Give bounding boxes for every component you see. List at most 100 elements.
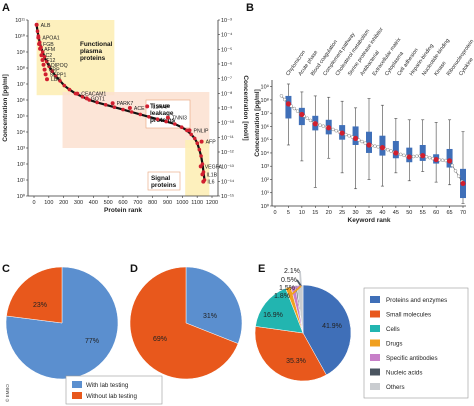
y-tick-label-right: 10⁻¹⁵ (221, 193, 234, 200)
pie-e-slice (254, 326, 327, 382)
y-tick-label-right: 10⁻⁴ (221, 32, 233, 39)
annotated-point (127, 106, 132, 110)
data-point (95, 100, 99, 105)
legend-cd-label-without: Without lab testing (86, 393, 137, 400)
legend-cd-swatch-with (72, 381, 82, 388)
protein-label: CRP (49, 68, 60, 74)
data-point (155, 117, 160, 121)
trend-point (331, 127, 335, 132)
trend-point (386, 148, 390, 152)
data-point (47, 64, 51, 69)
median-point (420, 153, 426, 159)
protein-label: IL6 (207, 180, 214, 186)
panel-label-a: A (2, 2, 10, 14)
x-tick-label: 600 (118, 200, 127, 206)
protein-label: F12 (47, 58, 56, 64)
box (352, 126, 359, 145)
protein-label: ADIPOQ (48, 63, 68, 69)
y-tick-label: 10⁵ (261, 137, 269, 144)
data-point (121, 107, 125, 112)
y-axis-label-left: Concentration [pg/ml] (2, 74, 9, 142)
legend-e-swatch (370, 325, 380, 332)
trend-point (373, 144, 377, 148)
x-tick-label: 400 (89, 200, 98, 206)
x-tick-label: 500 (104, 200, 113, 206)
x-tick-label: 0 (32, 200, 35, 206)
pie-d-slice (185, 266, 243, 344)
protein-label: AFM (44, 47, 55, 53)
y-tick-label-right: 10⁻¹¹ (221, 135, 234, 141)
y-tick-label: 10³ (261, 164, 269, 170)
x-tick-label: 55 (420, 210, 426, 216)
y-tick-label-left: 10² (17, 162, 25, 168)
legend-cd-frame (65, 375, 163, 405)
trend-point (440, 158, 445, 162)
median-point (460, 180, 466, 187)
x-tick-label: 1000 (176, 200, 188, 206)
y-tick-label-left: 10⁴ (17, 129, 26, 136)
trend-point (450, 163, 454, 168)
x-tick-label: 1100 (191, 200, 203, 206)
data-point (164, 119, 168, 124)
panel-label-c: C (2, 263, 10, 275)
legend-e-label: Small molecules (386, 312, 431, 319)
median-point (366, 142, 372, 148)
protein-label: PARK7 (117, 101, 134, 107)
trend-point (292, 106, 297, 111)
y-tick-label-left: 10⁹ (17, 49, 25, 56)
panel-c-chart: 77% 23% With lab testing Without lab testin… (5, 266, 163, 405)
y-tick-label: 10⁷ (261, 110, 269, 117)
legend-e-label: Drugs (386, 341, 403, 348)
region-0 (36, 20, 115, 96)
pie-e-slice (302, 284, 352, 376)
y-tick-label-left: 10⁷ (17, 81, 25, 88)
copyright-text: © EMBO (4, 384, 10, 402)
pie-c-label: 77% (85, 338, 99, 345)
panel-e-chart: 41.9% 35.3% 16.9% 2.1% 0.5%1.5%1.8% Proteins … (254, 268, 469, 399)
legend-e-swatch (370, 383, 380, 390)
y-tick-label-left: 10⁰ (17, 193, 26, 200)
x-tick-label: 700 (133, 200, 142, 206)
annotated-point (84, 96, 89, 101)
x-tick-label: 300 (74, 200, 83, 206)
annotated-point (75, 91, 80, 96)
legend-e-label: Proteins and enzymes (386, 297, 447, 304)
box (446, 148, 453, 168)
legend-cd-swatch-without (72, 392, 82, 399)
y-tick-label: 10⁴ (261, 150, 270, 157)
data-point (138, 112, 143, 117)
legend-e-label: Cells (386, 326, 400, 333)
x-axis-label: Protein rank (104, 207, 142, 214)
x-axis-label: Keyword rank (348, 217, 391, 224)
y-axis-label: Concentration [pg/ml] (254, 89, 261, 157)
x-tick-label: 30 (353, 210, 359, 216)
data-point (80, 95, 85, 99)
box (392, 141, 399, 159)
annotated-point (110, 101, 115, 106)
x-tick-label: 200 (59, 200, 68, 206)
protein-label: IL1RAP (151, 104, 169, 110)
data-point (147, 115, 151, 119)
trend-point (415, 154, 419, 158)
pie-d-slice (129, 266, 239, 380)
trend-point (318, 123, 322, 127)
trend-point (402, 153, 406, 158)
annotated-point (43, 72, 48, 77)
annotated-point (41, 62, 46, 67)
region-2 (185, 140, 210, 196)
median-point (285, 101, 292, 107)
trend-point (398, 152, 403, 157)
y-tick-label: 10⁹ (261, 84, 269, 91)
annotated-point (42, 67, 47, 72)
trend-point (457, 174, 461, 178)
panel-b-chart: 10⁰ 10¹ 10² 10³ 10⁴ 10⁵ 10⁶ 10⁷ 10⁸ 10⁹ 0 5 10 15 20 25… (254, 26, 474, 224)
annotated-point (187, 128, 192, 133)
data-point (62, 83, 67, 88)
y-tick-label-left: 10¹¹ (15, 18, 25, 24)
data-point (173, 122, 177, 126)
trend-point (295, 109, 300, 113)
y-tick-label-right: 10⁻¹² (221, 150, 234, 156)
panel-label-e: E (258, 263, 265, 275)
data-point (50, 69, 54, 73)
region-title-plasma: Functional plasma proteins (80, 41, 113, 62)
